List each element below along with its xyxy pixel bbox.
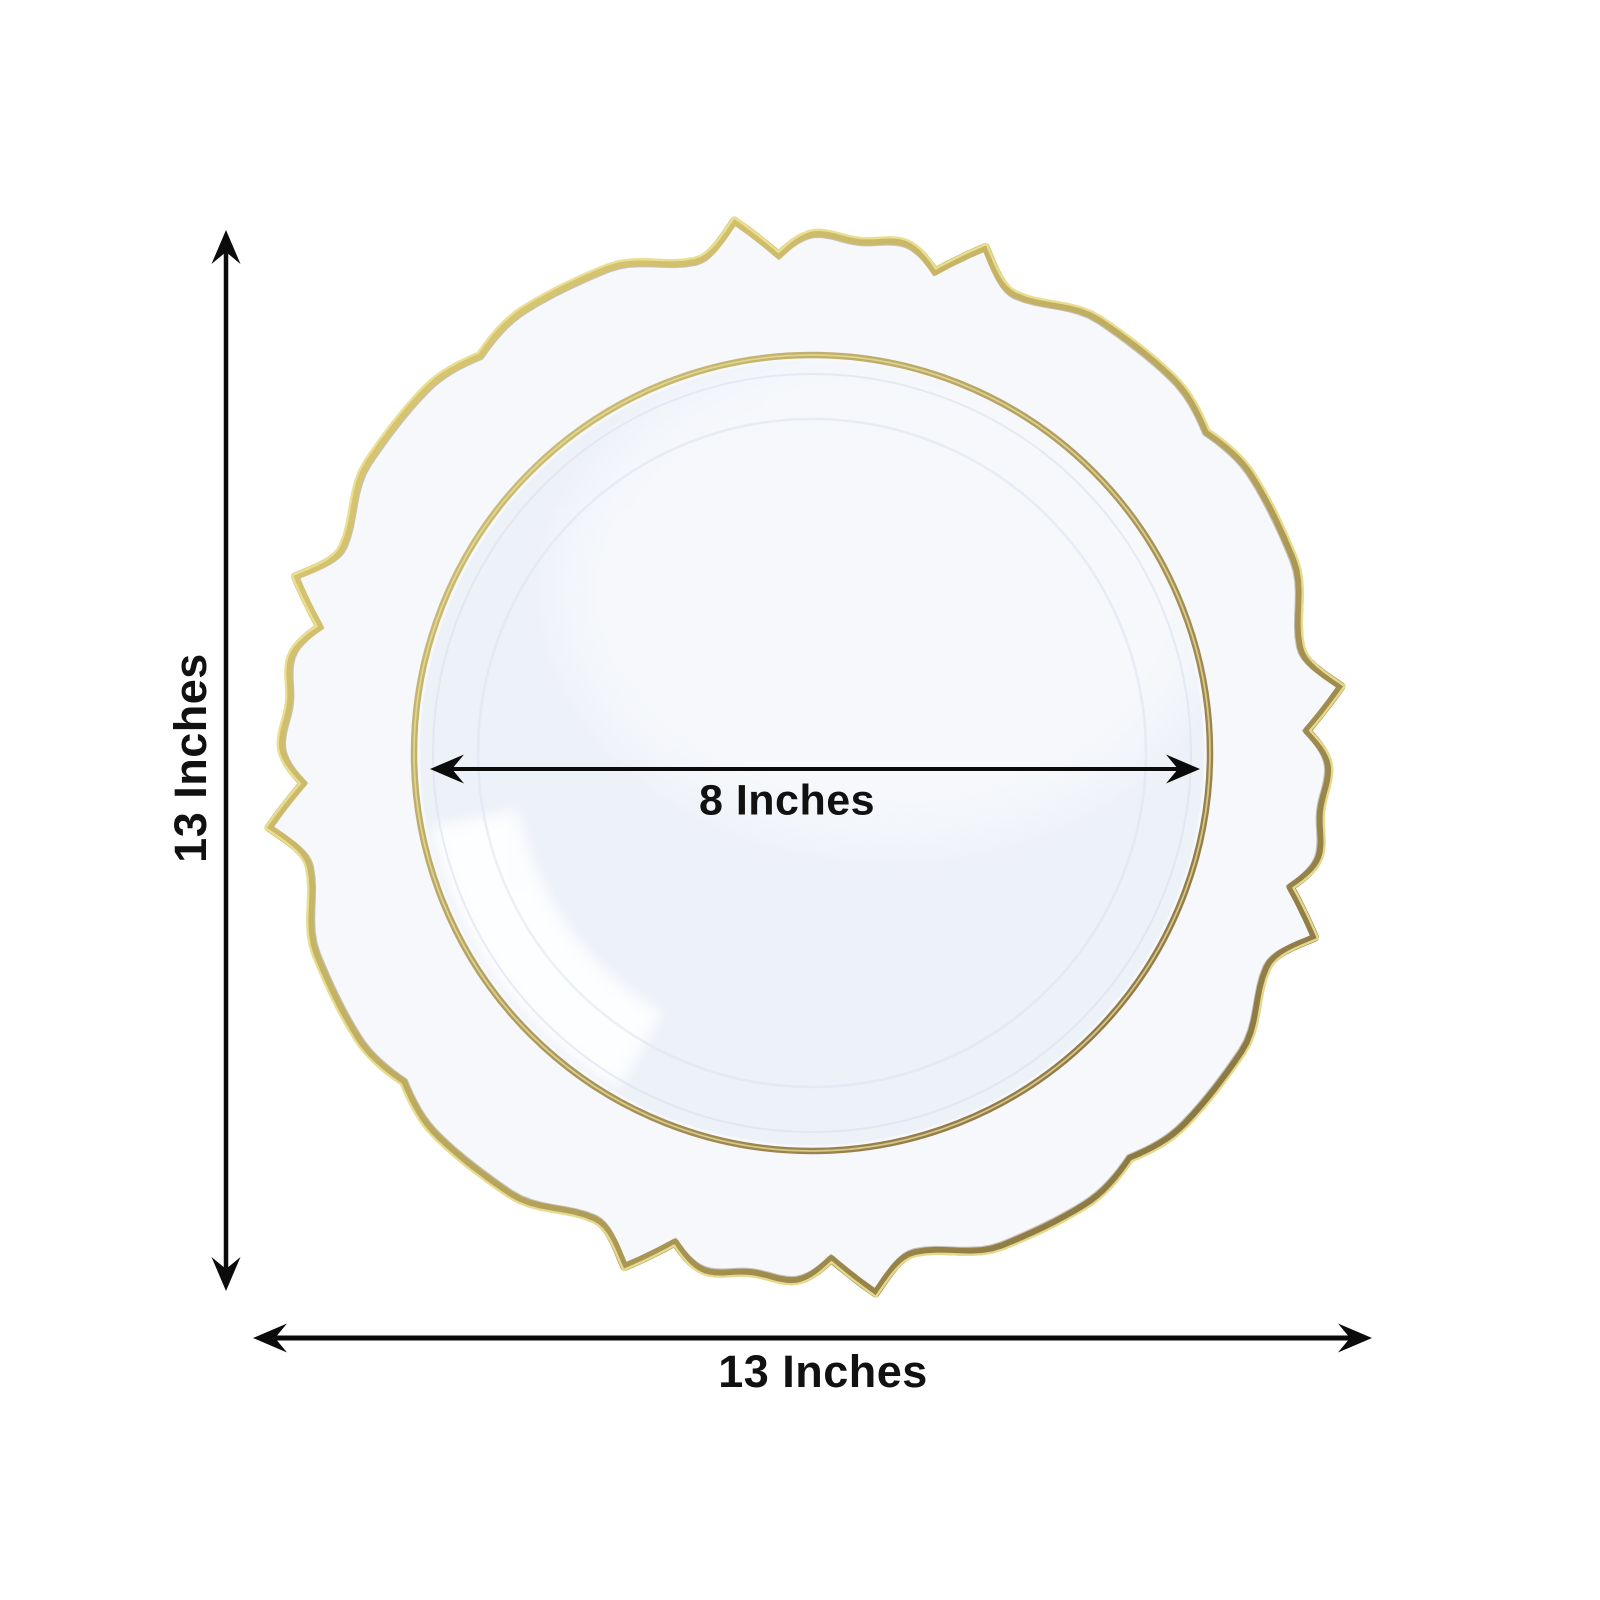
- height-dimension-label: 13 Inches: [165, 653, 216, 863]
- well-lip-line: [432, 373, 1192, 1133]
- inner-diameter-dimension-label: 8 Inches: [698, 776, 876, 825]
- inner-gold-ring: [410, 351, 1214, 1155]
- width-dimension-arrow: [253, 1323, 1372, 1353]
- inner-diameter-dimension-arrow: [430, 754, 1200, 784]
- gold-scalloped-edge: [264, 216, 1346, 1298]
- well-sheen-highlight: [560, 361, 1204, 840]
- well-base-line: [476, 417, 1148, 1089]
- plate-well: [420, 361, 1204, 1145]
- height-dimension-arrow: [211, 230, 241, 1291]
- width-dimension-label: 13 Inches: [718, 1346, 928, 1397]
- glare-highlight: [431, 810, 662, 1089]
